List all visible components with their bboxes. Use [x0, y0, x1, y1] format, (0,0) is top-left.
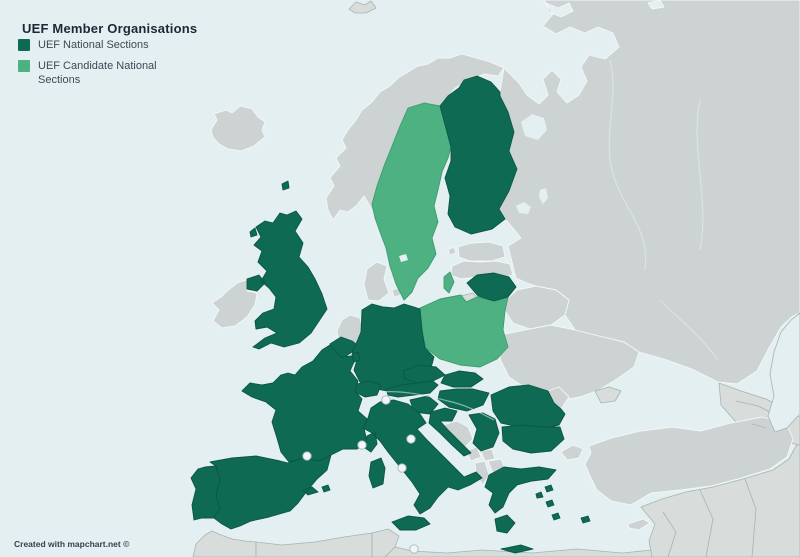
- lake-vanern: [399, 254, 408, 262]
- lake-ladoga: [516, 202, 531, 214]
- country-crimea: [594, 386, 622, 404]
- country-belarus: [504, 285, 570, 330]
- microstate-monaco: [357, 440, 367, 450]
- microstate-san-marino: [406, 434, 416, 444]
- background-borders: [662, 400, 779, 557]
- country-svalbard: [348, 0, 377, 14]
- country-sweden: [371, 102, 455, 301]
- country-iceland: [210, 105, 266, 152]
- country-russia: [498, 0, 800, 385]
- microstate-andorra: [302, 451, 312, 461]
- white-sea-bay: [521, 114, 547, 140]
- country-czechia: [402, 364, 446, 384]
- microstate-malta: [409, 544, 419, 554]
- country-france: [241, 344, 368, 463]
- caspian-sea: [767, 312, 800, 433]
- country-estonia: [447, 241, 506, 262]
- country-slovakia: [440, 370, 484, 388]
- country-bulgaria: [501, 424, 565, 454]
- country-italy: [362, 399, 483, 531]
- country-kosovo: [480, 448, 496, 462]
- country-serbia: [468, 412, 500, 452]
- country-portugal: [190, 465, 221, 521]
- country-montenegro: [465, 446, 482, 462]
- country-romania: [490, 384, 566, 430]
- country-switzerland: [354, 380, 382, 398]
- country-croatia: [428, 407, 472, 457]
- country-finland: [439, 75, 518, 235]
- country-middle-east: [640, 442, 800, 557]
- country-morocco: [192, 530, 257, 557]
- country-turkey: [560, 416, 794, 506]
- country-lithuania: [466, 272, 517, 302]
- country-poland: [419, 294, 509, 368]
- country-greece: [484, 466, 591, 554]
- microstate-liechtenstein: [381, 395, 391, 405]
- country-spain: [209, 454, 332, 530]
- country-cyprus: [627, 518, 651, 531]
- country-algeria: [255, 532, 373, 557]
- country-hungary: [437, 388, 490, 412]
- country-united-kingdom: [246, 180, 328, 350]
- microstate-vatican-city: [397, 463, 407, 473]
- rivers: [379, 59, 719, 421]
- lake-onega: [539, 188, 548, 204]
- country-ukraine: [497, 324, 640, 402]
